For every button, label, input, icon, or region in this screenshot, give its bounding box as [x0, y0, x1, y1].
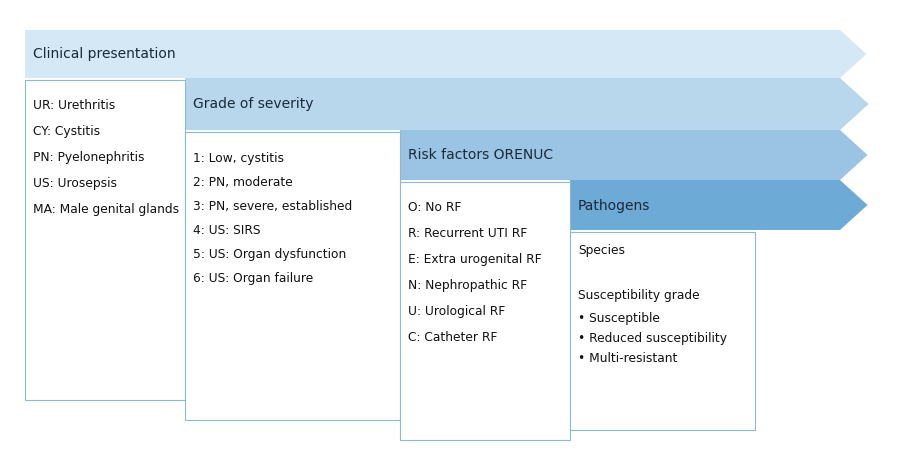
Text: Risk factors ORENUC: Risk factors ORENUC [408, 148, 553, 162]
Text: US: Urosepsis: US: Urosepsis [33, 177, 117, 190]
Text: 4: US: SIRS: 4: US: SIRS [193, 224, 260, 237]
Text: Grade of severity: Grade of severity [193, 97, 313, 111]
Polygon shape [185, 78, 868, 130]
Text: 6: US: Organ failure: 6: US: Organ failure [193, 272, 313, 285]
Text: 2: PN, moderate: 2: PN, moderate [193, 175, 293, 188]
Text: 1: Low, cystitis: 1: Low, cystitis [193, 152, 284, 165]
Polygon shape [25, 30, 866, 78]
Text: Susceptibility grade: Susceptibility grade [578, 288, 699, 301]
Text: • Multi-resistant: • Multi-resistant [578, 352, 677, 365]
Text: • Susceptible: • Susceptible [578, 312, 660, 325]
Text: MA: Male genital glands: MA: Male genital glands [33, 202, 179, 215]
Bar [185, 132, 400, 420]
Text: UR: Urethritis: UR: Urethritis [33, 99, 115, 112]
Bar [400, 182, 570, 440]
Text: 5: US: Organ dysfunction: 5: US: Organ dysfunction [193, 247, 346, 260]
Text: E: Extra urogenital RF: E: Extra urogenital RF [408, 252, 541, 266]
Text: CY: Cystitis: CY: Cystitis [33, 125, 100, 138]
Text: 3: PN, severe, established: 3: PN, severe, established [193, 199, 352, 213]
Bar [25, 80, 185, 400]
Bar [570, 232, 755, 430]
Text: • Reduced susceptibility: • Reduced susceptibility [578, 332, 727, 345]
Text: R: Recurrent UTI RF: R: Recurrent UTI RF [408, 226, 527, 239]
Text: Pathogens: Pathogens [578, 199, 650, 213]
Text: U: Urological RF: U: Urological RF [408, 305, 505, 318]
Polygon shape [570, 180, 867, 230]
Text: N: Nephropathic RF: N: Nephropathic RF [408, 279, 527, 292]
Text: Species: Species [578, 244, 625, 257]
Text: Clinical presentation: Clinical presentation [33, 47, 175, 61]
Text: O: No RF: O: No RF [408, 200, 461, 213]
Text: C: Catheter RF: C: Catheter RF [408, 331, 498, 344]
Text: PN: Pyelonephritis: PN: Pyelonephritis [33, 151, 144, 164]
Polygon shape [400, 130, 867, 180]
